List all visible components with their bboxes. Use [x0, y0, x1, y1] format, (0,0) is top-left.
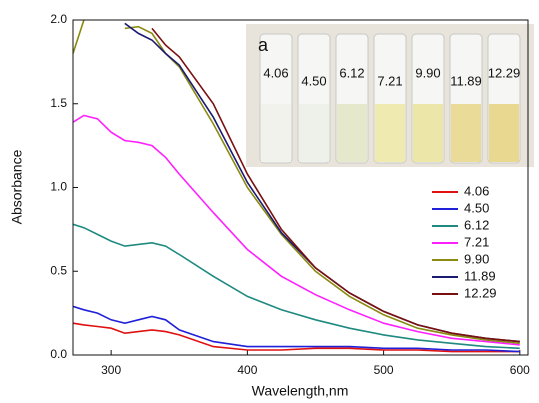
y-tick-label: 1.0 — [50, 180, 67, 194]
inset-label: 4.50 — [301, 73, 326, 88]
vial-liquid — [489, 104, 519, 162]
legend-label: 6.12 — [464, 217, 489, 232]
vial-liquid — [299, 104, 329, 162]
vial-liquid — [261, 104, 291, 162]
inset-label: 4.06 — [263, 65, 288, 80]
vial-liquid — [375, 104, 405, 162]
inset-tag: a — [258, 35, 269, 55]
vial-liquid — [337, 104, 367, 162]
x-tick-label: 300 — [101, 363, 121, 377]
x-tick-label: 600 — [510, 363, 530, 377]
inset-label: 7.21 — [377, 73, 402, 88]
y-tick-label: 2.0 — [50, 12, 67, 26]
inset-label: 12.29 — [488, 65, 521, 80]
y-axis-label: Absorbance — [9, 149, 25, 224]
x-tick-label: 400 — [237, 363, 257, 377]
y-tick-label: 0.5 — [50, 263, 67, 277]
y-tick-label: 1.5 — [50, 96, 67, 110]
plot-lines — [73, 20, 520, 353]
y-tick-label: 0.0 — [50, 347, 67, 361]
inset-label: 9.90 — [415, 65, 440, 80]
legend-label: 4.50 — [464, 200, 489, 215]
series-line — [73, 322, 520, 353]
series-line — [73, 305, 520, 353]
legend-label: 7.21 — [464, 234, 489, 249]
legend-label: 12.29 — [464, 285, 497, 300]
series-line — [73, 223, 520, 350]
legend-label: 4.06 — [464, 183, 489, 198]
x-tick-label: 500 — [374, 363, 394, 377]
x-axis-label: Wavelength,nm — [252, 383, 349, 399]
legend-label: 11.89 — [464, 268, 496, 283]
inset-label: 11.89 — [450, 73, 482, 88]
series-line — [151, 27, 520, 343]
plot-frame — [72, 19, 529, 356]
vial-liquid — [451, 104, 481, 162]
vial-liquid — [413, 104, 443, 162]
series-line — [73, 20, 520, 345]
series-line — [73, 114, 520, 346]
legend-label: 9.90 — [464, 251, 489, 266]
inset-label: 6.12 — [339, 65, 364, 80]
